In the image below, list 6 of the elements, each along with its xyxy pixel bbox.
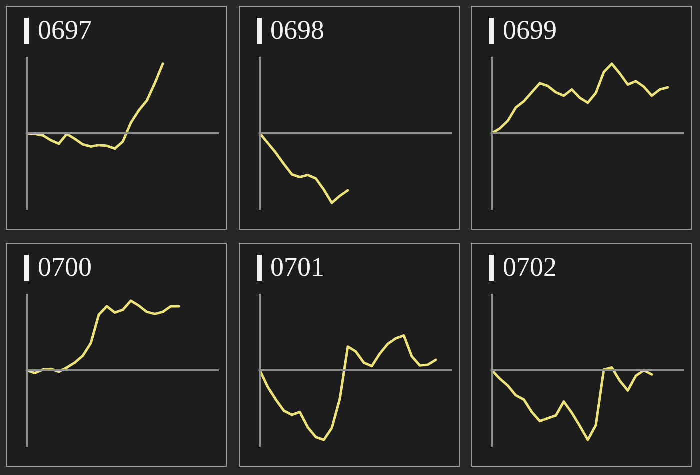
chart-title: 0701 <box>270 252 324 282</box>
chart-title: 0699 <box>503 15 557 45</box>
chart-title: 0697 <box>38 15 92 45</box>
chart-title: 0700 <box>38 252 92 282</box>
chart-title: 0702 <box>503 252 557 282</box>
chart-title: 0698 <box>270 15 324 45</box>
